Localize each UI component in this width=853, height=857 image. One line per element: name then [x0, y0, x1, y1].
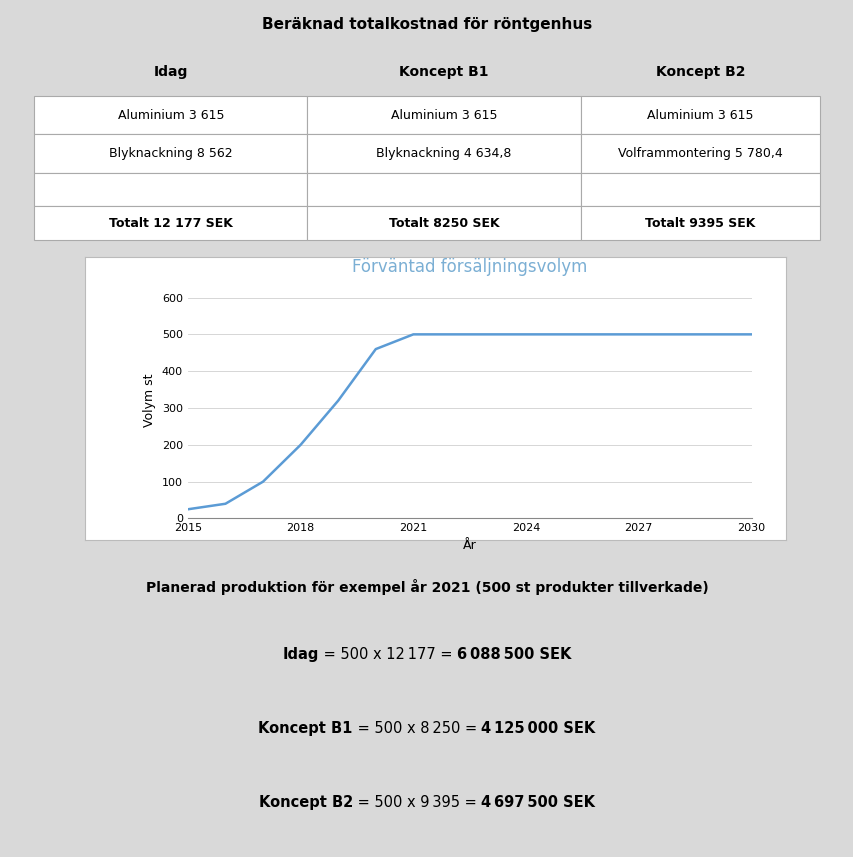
X-axis label: År: År	[462, 539, 476, 552]
Text: = 500 x 9 395 =: = 500 x 9 395 =	[352, 795, 481, 811]
Text: Koncept B2: Koncept B2	[655, 65, 744, 79]
Text: 4 697 500 SEK: 4 697 500 SEK	[481, 795, 595, 811]
Text: Aluminium 3 615: Aluminium 3 615	[118, 109, 223, 122]
Bar	[307, 96, 580, 135]
Text: Aluminium 3 615: Aluminium 3 615	[391, 109, 496, 122]
Text: Koncept B1: Koncept B1	[258, 722, 352, 736]
Bar	[307, 207, 580, 240]
Text: Blyknackning 8 562: Blyknackning 8 562	[109, 147, 232, 160]
Bar	[307, 173, 580, 207]
Bar	[34, 135, 307, 173]
Text: Volframmontering 5 780,4: Volframmontering 5 780,4	[618, 147, 781, 160]
Text: 4 125 000 SEK: 4 125 000 SEK	[481, 722, 595, 736]
Bar	[580, 135, 819, 173]
Bar	[34, 173, 307, 207]
Text: = 500 x 8 250 =: = 500 x 8 250 =	[352, 722, 481, 736]
Text: Totalt 12 177 SEK: Totalt 12 177 SEK	[108, 217, 233, 230]
Text: Koncept B2: Koncept B2	[258, 795, 352, 811]
Text: Idag: Idag	[154, 65, 188, 79]
Text: Idag: Idag	[282, 647, 318, 662]
Text: 6 088 500 SEK: 6 088 500 SEK	[456, 647, 571, 662]
Text: Blyknackning 4 634,8: Blyknackning 4 634,8	[376, 147, 511, 160]
Text: Totalt 8250 SEK: Totalt 8250 SEK	[388, 217, 499, 230]
Bar	[307, 135, 580, 173]
Text: Beräknad totalkostnad för röntgenhus: Beräknad totalkostnad för röntgenhus	[262, 17, 591, 32]
Text: Totalt 9395 SEK: Totalt 9395 SEK	[644, 217, 755, 230]
Y-axis label: Volym st: Volym st	[143, 374, 156, 428]
Text: = 500 x 12 177 =: = 500 x 12 177 =	[318, 647, 456, 662]
Text: Planerad produktion för exempel år 2021 (500 st produkter tillverkade): Planerad produktion för exempel år 2021 …	[146, 579, 707, 596]
Text: Aluminium 3 615: Aluminium 3 615	[647, 109, 752, 122]
Bar	[34, 96, 307, 135]
Bar	[34, 207, 307, 240]
Title: Förväntad försäljningsvolym: Förväntad försäljningsvolym	[351, 258, 587, 276]
Bar	[580, 173, 819, 207]
Bar	[580, 96, 819, 135]
Text: Koncept B1: Koncept B1	[399, 65, 488, 79]
Bar	[580, 207, 819, 240]
